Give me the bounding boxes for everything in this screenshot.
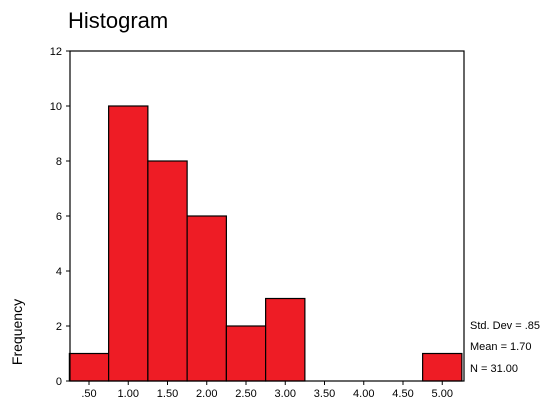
bars-group [68, 105, 463, 382]
histogram-bar [186, 215, 227, 382]
y-tick-label: 8 [56, 156, 62, 168]
stat-mean: Mean = 1.70 [470, 341, 531, 353]
x-tick-label: 4.50 [392, 388, 413, 399]
stat-std-dev: Std. Dev = .85 [470, 320, 540, 332]
histogram-bar [225, 325, 267, 382]
x-tick-label: 3.50 [314, 388, 335, 399]
chart-title: Histogram [68, 8, 168, 33]
y-tick-label: 10 [50, 101, 62, 113]
x-axis: .50 1.00 1.50 2.00 2.50 3.00 3.50 4.00 4.50 5.00 [81, 381, 453, 399]
x-tick-label: 2.50 [235, 388, 256, 399]
x-tick-label: 1.50 [157, 388, 178, 399]
histogram-bar [68, 352, 110, 382]
x-tick-label: 4.00 [353, 388, 374, 399]
x-tick-label: 1.00 [118, 388, 139, 399]
histogram-bar [147, 160, 188, 382]
x-tick-label: 2.00 [196, 388, 217, 399]
y-tick-label: 12 [50, 46, 62, 58]
x-tick-label: 3.00 [275, 388, 296, 399]
histogram-bar [108, 105, 149, 382]
y-tick-label: 6 [56, 211, 62, 223]
x-tick-label: 5.00 [432, 388, 453, 399]
stat-n: N = 31.00 [470, 363, 518, 375]
y-axis-label: Frequency [9, 299, 25, 365]
y-tick-label: 2 [56, 321, 62, 333]
x-tick-label: .50 [81, 388, 96, 399]
y-tick-label: 0 [56, 376, 62, 388]
histogram-bar [265, 297, 306, 382]
histogram-bar [422, 352, 463, 382]
y-axis: 0 2 4 6 8 10 12 [50, 46, 70, 388]
y-tick-label: 4 [56, 266, 62, 278]
